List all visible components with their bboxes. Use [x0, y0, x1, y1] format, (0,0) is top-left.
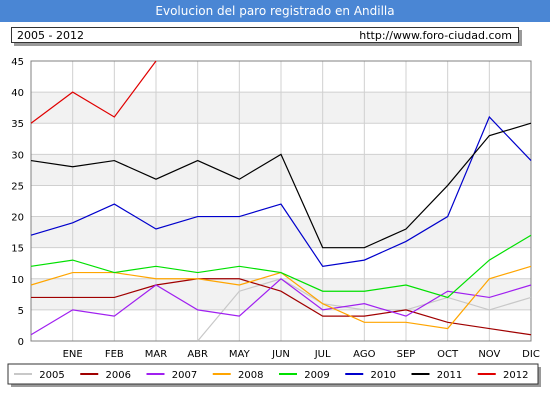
y-tick-label: 25 [11, 181, 24, 192]
x-tick-label: OCT [437, 349, 459, 360]
series-line-2012 [30, 60, 157, 124]
legend-label-2005: 2005 [39, 370, 64, 381]
chart-title: Evolucion del paro registrado en Andilla [0, 0, 550, 22]
y-tick-label: 35 [11, 119, 24, 130]
x-tick-label: SEP [397, 349, 416, 360]
x-tick-label: MAR [145, 349, 167, 360]
x-tick-label: ENE [63, 349, 83, 360]
y-axis-ticks: 0 5 10 15 20 25 30 35 40 45 [11, 57, 24, 348]
legend: 2005 2006 2007 2008 2009 2010 2011 2012 [7, 363, 541, 387]
x-tick-label: MAY [229, 349, 251, 360]
source-url: http://www.foro-ciudad.com [359, 29, 512, 42]
y-tick-label: 20 [11, 213, 24, 224]
x-axis-ticks: ENE FEB MAR ABR MAY JUN JUL AGO SEP OCT NOV DIC [63, 349, 540, 360]
series-line-2007 [30, 278, 532, 336]
legend-box [7, 363, 539, 385]
y-tick-label: 10 [11, 275, 24, 286]
series-line-2011 [30, 122, 532, 249]
series-line-2010 [30, 115, 532, 267]
y-tick-label: 40 [11, 88, 24, 99]
y-tick-label: 45 [11, 57, 24, 68]
x-tick-label: AGO [353, 349, 375, 360]
x-tick-label: DIC [522, 349, 540, 360]
x-tick-label: NOV [478, 349, 500, 360]
y-tick-label: 30 [11, 150, 24, 161]
y-tick-label: 15 [11, 244, 24, 255]
series-line-2009 [30, 234, 532, 299]
series-lines [30, 60, 532, 342]
legend-label-2012: 2012 [503, 370, 528, 381]
info-bar: 2005 - 2012 http://www.foro-ciudad.com [11, 27, 519, 43]
y-tick-label: 5 [18, 306, 24, 317]
grid-lines [30, 60, 532, 342]
legend-label-2008: 2008 [238, 370, 263, 381]
x-tick-label: JUL [314, 349, 331, 360]
series-line-2006 [31, 278, 532, 336]
x-tick-label: FEB [105, 349, 124, 360]
y-tick-label: 0 [18, 337, 24, 348]
series-line-2005 [197, 278, 532, 342]
legend-label-2011: 2011 [437, 370, 462, 381]
legend-label-2007: 2007 [172, 370, 197, 381]
x-tick-label: ABR [187, 349, 208, 360]
period-label: 2005 - 2012 [17, 29, 84, 42]
legend-label-2009: 2009 [304, 370, 329, 381]
legend-label-2010: 2010 [371, 370, 396, 381]
x-tick-label: JUN [271, 349, 290, 360]
plot-border [30, 60, 532, 342]
legend-label-2006: 2006 [106, 370, 131, 381]
